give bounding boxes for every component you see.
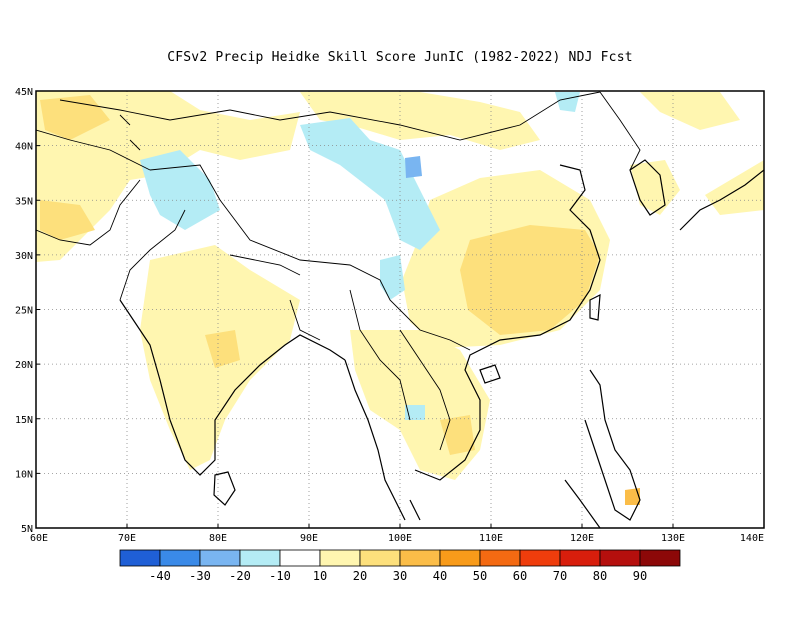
- colorbar-label: 50: [473, 569, 487, 583]
- lon-tick-label: 120E: [570, 533, 594, 544]
- sri-lanka: [213, 471, 236, 506]
- lat-tick-label: 15N: [15, 415, 33, 426]
- colorbar-label: 10: [313, 569, 327, 583]
- lat-tick-label: 45N: [15, 87, 33, 98]
- map-title: CFSv2 Precip Heidke Skill Score JunIC (1…: [167, 50, 633, 65]
- skill-shading: [36, 91, 764, 505]
- lat-tick-label: 35N: [15, 196, 33, 207]
- colorbar-swatch: [239, 549, 281, 567]
- colorbar-label: 30: [393, 569, 407, 583]
- lon-tick-label: 70E: [118, 533, 136, 544]
- lon-tick-label: 90E: [300, 533, 318, 544]
- lon-tick-labels: 60E 70E 80E 90E 100E 110E 120E 130E 140E: [30, 524, 765, 544]
- lat-tick-label: 20N: [15, 360, 33, 371]
- colorbar-swatch: [199, 549, 241, 567]
- colorbar-swatch: [519, 549, 561, 567]
- lat-tick-label: 40N: [15, 142, 33, 153]
- lon-tick-label: 80E: [209, 533, 227, 544]
- coastlines: [119, 159, 764, 528]
- colorbar: [119, 549, 681, 567]
- shade-kashmir: [140, 150, 220, 230]
- korea: [629, 159, 666, 216]
- shade-china-south: [460, 225, 600, 335]
- lon-tick-label: 140E: [740, 533, 764, 544]
- colorbar-label: 60: [513, 569, 527, 583]
- shade-india-c: [205, 330, 240, 368]
- colorbar-label: 70: [553, 569, 567, 583]
- colorbar-label: -10: [269, 569, 291, 583]
- shade-japan: [705, 160, 764, 215]
- border-iran-afghan: [36, 179, 141, 246]
- border-china-mongolia: [229, 91, 601, 141]
- shade-philippine-sea: [625, 488, 640, 505]
- lon-tick-label: 110E: [479, 533, 503, 544]
- indochina-coast: [414, 164, 601, 481]
- shade-yunnan: [380, 255, 405, 300]
- border-china-west: [149, 164, 471, 351]
- colorbar-swatch: [559, 549, 601, 567]
- colorbar-swatch: [159, 549, 201, 567]
- shade-korea-japan: [630, 160, 680, 215]
- border-kazakh: [59, 99, 231, 121]
- colorbar-label: -30: [189, 569, 211, 583]
- lat-tick-label: 10N: [15, 469, 33, 480]
- colorbar-swatch: [119, 549, 161, 567]
- shade-west2: [40, 200, 95, 240]
- burma-thai-coast: [344, 359, 406, 521]
- shade-central-asia: [36, 91, 300, 262]
- colorbar-label: 40: [433, 569, 447, 583]
- colorbar-swatch: [639, 549, 681, 567]
- lat-tick-label: 25N: [15, 306, 33, 317]
- border-bangladesh: [289, 299, 321, 341]
- border-nepal: [229, 254, 301, 276]
- hainan: [479, 364, 501, 384]
- shade-tibet-dark: [405, 156, 422, 178]
- malay: [409, 499, 421, 521]
- lon-tick-label: 100E: [388, 533, 412, 544]
- philippines: [584, 369, 641, 521]
- colorbar-swatch: [359, 549, 401, 567]
- border-central-asia: [36, 129, 151, 171]
- borneo: [564, 479, 601, 528]
- lon-tick-label: 130E: [661, 533, 685, 544]
- colorbar-swatch: [399, 549, 441, 567]
- colorbar-label: 80: [593, 569, 607, 583]
- borders: [36, 91, 641, 451]
- japan: [679, 169, 764, 231]
- colorbar-label: -40: [149, 569, 171, 583]
- border-lakes: [119, 114, 141, 151]
- shade-west: [40, 95, 110, 140]
- colorbar-label: -20: [229, 569, 251, 583]
- border-russia-china: [599, 91, 641, 171]
- map-grid: [36, 91, 764, 528]
- border-laos-vietnam: [399, 329, 451, 451]
- colorbar-label: 20: [353, 569, 367, 583]
- colorbar-swatch: [599, 549, 641, 567]
- lat-tick-label: 5N: [21, 524, 33, 535]
- colorbar-label: 90: [633, 569, 647, 583]
- shade-ne: [640, 92, 740, 130]
- india-coast: [119, 299, 346, 476]
- colorbar-swatch: [439, 549, 481, 567]
- lat-tick-labels: 5N 10N 15N 20N 25N 30N 35N 40N 45N: [15, 87, 40, 535]
- shade-mongolia: [300, 92, 540, 150]
- taiwan: [589, 293, 601, 321]
- lat-tick-label: 30N: [15, 251, 33, 262]
- colorbar-labels: -40 -30 -20 -10 10 20 30 40 50 60 70 80 90: [149, 569, 647, 583]
- shade-north: [555, 92, 580, 112]
- colorbar-swatch: [319, 549, 361, 567]
- lon-tick-label: 60E: [30, 533, 48, 544]
- colorbar-swatch: [279, 549, 321, 567]
- shade-tibet: [300, 118, 440, 250]
- border-myanmar: [349, 289, 411, 421]
- shade-sea: [405, 405, 425, 420]
- border-india-pakistan: [119, 209, 186, 301]
- colorbar-swatch: [479, 549, 521, 567]
